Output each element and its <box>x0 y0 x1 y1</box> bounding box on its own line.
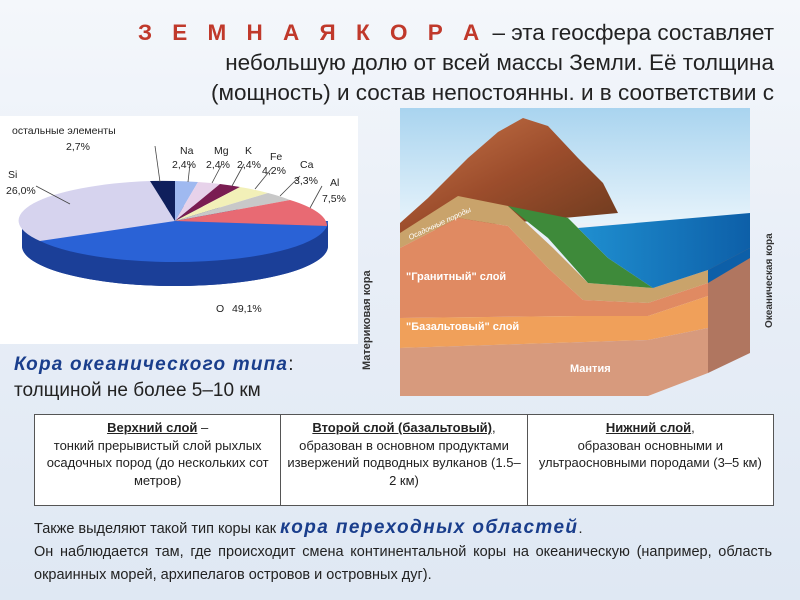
title-heading: З Е М Н А Я К О Р А <box>137 20 487 45</box>
layer-cell-upper: Верхний слой – тонкий прерывистый слой р… <box>35 415 282 505</box>
crust-cross-section: Материковая кора Океаническая кора Осадо… <box>348 108 778 408</box>
mantle-label: Мантия <box>570 363 611 375</box>
layer-second-head: Второй слой (базальтовый) <box>312 420 492 435</box>
pie-label-na-value: 2,4% <box>172 159 196 171</box>
oceanic-crust-label: Океаническая кора <box>764 233 775 328</box>
layer-lower-head: Нижний слой <box>605 420 692 435</box>
crust-svg: Материковая кора Океаническая кора Осадо… <box>361 108 775 396</box>
pie-label-o-name: O <box>216 303 224 315</box>
element-composition-pie: остальные элементы 2,7% Na 2,4% Mg 2,4% … <box>0 116 358 344</box>
pie-label-al-name: Al <box>330 177 339 189</box>
pie-label-k-name: K <box>245 145 252 157</box>
oceanic-type-block: Кора океанического типа: толщиной не бол… <box>14 352 293 404</box>
layer-upper-body: тонкий прерывистый слой рыхлых осадочных… <box>46 437 269 488</box>
pie-label-ca-name: Ca <box>300 159 314 171</box>
title-block: З Е М Н А Я К О Р А – эта геосфера соста… <box>84 18 774 108</box>
pie-slice-mg <box>175 182 220 221</box>
pie-label-al-value: 7,5% <box>322 193 346 205</box>
pie-slice-o-top <box>40 221 327 263</box>
pie-slice-k <box>175 184 240 221</box>
mantle-layer <box>400 328 708 396</box>
title-text-line2: небольшую долю от всей массы Земли. Её т… <box>225 50 774 75</box>
layer-upper-head: Верхний слой <box>107 420 198 435</box>
footer-highlight: кора переходных областей <box>280 517 579 538</box>
oceanic-layers-table: Верхний слой – тонкий прерывистый слой р… <box>34 414 774 506</box>
pie-slice-si <box>18 181 175 241</box>
layer-lower-tail: , <box>691 420 695 435</box>
pie-slice-al <box>175 200 327 226</box>
title-text-line3: (мощность) и состав непостоянны. и в соо… <box>211 80 774 105</box>
layer-second-tail: , <box>492 420 496 435</box>
continental-crust-label: Материковая кора <box>361 270 373 370</box>
pie-svg: остальные элементы 2,7% Na 2,4% Mg 2,4% … <box>6 125 346 315</box>
block-side <box>708 248 750 373</box>
pie-leader-lines <box>35 145 323 209</box>
ocean <box>578 213 750 288</box>
pie-label-na-name: Na <box>180 145 194 157</box>
title-text-line1: – эта геосфера составляет <box>486 20 774 45</box>
pie-label-si-value: 26,0% <box>6 185 36 197</box>
pie-label-other-value: 2,7% <box>66 141 90 153</box>
oceanic-type-thickness: толщиной не более 5–10 км <box>14 380 261 401</box>
footer-dot: . <box>578 521 583 537</box>
oceanic-type-colon: : <box>288 354 294 375</box>
footer-text: Также выделяют такой тип коры как кора п… <box>34 516 772 587</box>
basalt-label: "Базальтовый" слой <box>406 321 519 333</box>
block-side-ocean <box>708 248 750 283</box>
pie-slice-other <box>150 180 175 221</box>
pie-label-mg-name: Mg <box>214 145 229 157</box>
layer-cell-second: Второй слой (базальтовый), образован в о… <box>281 415 528 505</box>
granite-layer <box>400 218 708 318</box>
pie-label-o-value: 49,1% <box>232 303 262 315</box>
pie-label-other-name: остальные элементы <box>12 125 116 137</box>
pie-label-fe-value: 4,2% <box>262 165 286 177</box>
coast-vegetation <box>508 206 653 288</box>
layer-cell-lower: Нижний слой, образован основными и ультр… <box>528 415 773 505</box>
basalt-layer <box>400 296 708 348</box>
layer-upper-tail: – <box>197 420 209 435</box>
footer-rest: Он наблюдается там, где происходит смена… <box>34 544 772 583</box>
sediment-layer <box>400 196 708 303</box>
layer-lower-body: образован основными и ультраосновными по… <box>538 437 762 471</box>
pie-label-mg-value: 2,4% <box>206 159 230 171</box>
oceanic-type-heading: Кора океанического типа <box>14 354 289 375</box>
granite-label: "Гранитный" слой <box>406 271 506 283</box>
pie-label-si-name: Si <box>8 169 17 181</box>
pie-slice-na <box>175 181 198 221</box>
layer-second-body: образован в основном продуктами извержен… <box>287 437 521 488</box>
pie-label-ca-value: 3,3% <box>294 175 318 187</box>
pie-label-fe-name: Fe <box>270 151 282 163</box>
footer-prefix: Также выделяют такой тип коры как <box>34 521 281 537</box>
pie-label-k-value: 2,4% <box>237 159 261 171</box>
pie-slice-fe <box>175 187 268 221</box>
pie-slice-ca <box>175 193 290 221</box>
